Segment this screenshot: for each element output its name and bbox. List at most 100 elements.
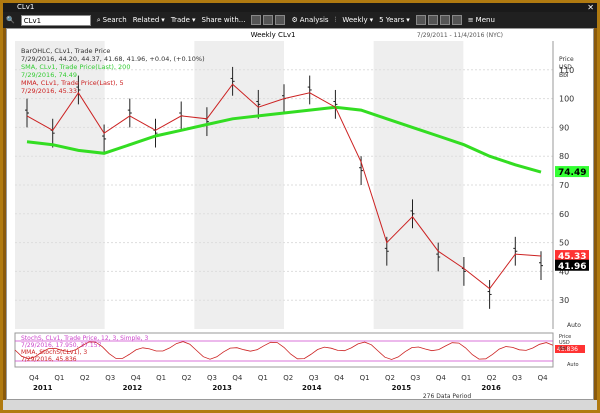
trade-button[interactable]: Trade ▾	[168, 16, 199, 24]
mma-line	[26, 83, 542, 290]
legend-entry: MMA, CLv1, Trade Price(Last), 5	[21, 79, 124, 87]
chevron-down-icon: ▾	[369, 16, 374, 24]
trade-label: Trade	[170, 16, 190, 24]
date-range: 7/29/2011 - 11/4/2016 (NYC)	[417, 32, 503, 39]
x-year-label: 2016	[481, 384, 501, 392]
stoch-legend-entry: 7/29/2016, 17.950, 37.157	[21, 342, 102, 349]
range-select[interactable]: 5 Years ▾	[376, 16, 413, 24]
x-year-label: 2013	[212, 384, 232, 392]
menu-label: Menu	[475, 16, 495, 24]
share-label: Share with...	[201, 16, 246, 24]
x-quarter-label: Q4	[334, 374, 345, 382]
interval-select[interactable]: Weekly ▾	[339, 16, 376, 24]
stoch-header: Bbl	[559, 346, 567, 352]
x-quarter-label: Q2	[385, 374, 395, 382]
x-quarter-label: Q4	[131, 374, 142, 382]
chevron-down-icon: ▾	[161, 16, 165, 24]
x-year-label: 2011	[33, 384, 53, 392]
search-icon: ⌕	[96, 15, 101, 24]
stoch-tag	[555, 345, 585, 353]
refresh-icon[interactable]	[263, 15, 274, 25]
price-tag-label: 45.33	[558, 252, 586, 262]
share-button[interactable]: Share with...	[199, 16, 249, 24]
x-quarter-label: Q4	[538, 374, 549, 382]
sma-line	[26, 105, 542, 174]
x-quarter-label: Q2	[182, 374, 192, 382]
chevron-down-icon: ▾	[406, 16, 410, 24]
symbol-wrap: CLv1	[18, 14, 94, 26]
related-label: Related	[132, 16, 160, 24]
search-button[interactable]: ⌕ Search	[94, 16, 130, 25]
y-tick-label: 70	[559, 181, 569, 190]
stoch-header: Price	[559, 334, 571, 340]
price-tag	[555, 166, 589, 178]
y-tick-label: 60	[559, 210, 569, 219]
chart-type-button[interactable]: ⫶	[332, 16, 340, 25]
chart-area: Weekly CLv1 7/29/2011 - 11/4/2016 (NYC) …	[6, 28, 594, 400]
search-label: Search	[102, 16, 127, 24]
x-year-label: 2012	[123, 384, 143, 392]
price-tag	[555, 259, 589, 271]
legend-entry: 7/29/2016, 45.33	[21, 87, 77, 95]
chevron-down-icon: ▾	[191, 16, 196, 24]
y-tick-label: 30	[559, 296, 569, 305]
stoch-auto-label[interactable]: Auto	[567, 362, 579, 368]
x-quarter-label: Q1	[461, 374, 471, 382]
price-header: Bbl	[559, 72, 569, 79]
legend-entry: SMA, CLv1, Trade Price(Last), 200	[21, 63, 130, 71]
menu-icon: ≡	[467, 16, 474, 24]
interval-value: Weekly	[342, 16, 368, 24]
copy-icon[interactable]	[275, 15, 286, 25]
data-period-label: 276 Data Period	[423, 393, 471, 399]
y-tick-label: 110	[559, 66, 574, 75]
range-value: 5 Years	[379, 16, 405, 24]
menu-button[interactable]: ≡ Menu	[465, 16, 498, 24]
x-quarter-label: Q2	[80, 374, 90, 382]
analysis-button[interactable]: ⚙ Analysis	[288, 16, 331, 24]
x-year-label: 2014	[302, 384, 322, 392]
legend-entry: 7/29/2016, 44.20, 44.37, 41.68, 41.96, +…	[21, 55, 205, 63]
window-title: CLv1	[17, 3, 35, 11]
x-quarter-label: Q1	[54, 374, 64, 382]
toolbar-icons	[248, 15, 288, 25]
chart-title: Weekly CLv1	[251, 31, 296, 39]
template-icon[interactable]	[427, 15, 438, 25]
title-bar: CLv1 ✕	[3, 3, 597, 12]
y-tick-label: 100	[559, 95, 574, 104]
stoch-legend-entry: MMA, StochS(CLv1), 3	[21, 349, 87, 356]
auto-scale-label[interactable]: Auto	[567, 322, 581, 329]
stoch-header: USD	[559, 340, 570, 346]
link-icon[interactable]	[451, 15, 462, 25]
close-icon[interactable]: ✕	[587, 3, 594, 12]
x-quarter-label: Q3	[105, 374, 115, 382]
print-icon[interactable]	[251, 15, 262, 25]
settings-icon[interactable]	[439, 15, 450, 25]
price-tag-label: 74.49	[558, 168, 586, 178]
related-button[interactable]: Related ▾	[130, 16, 168, 24]
price-chart[interactable]: Weekly CLv1 7/29/2011 - 11/4/2016 (NYC) …	[7, 29, 593, 400]
y-tick-label: 50	[559, 239, 569, 248]
stoch-tag-label: 45.836	[557, 346, 578, 353]
x-quarter-label: Q1	[360, 374, 370, 382]
toolbar: 🔍 CLv1 ⌕ Search Related ▾ Trade ▾ Share …	[3, 12, 597, 28]
search-icon[interactable]: 🔍	[6, 16, 15, 24]
draw-icon[interactable]	[415, 15, 426, 25]
y-tick-label: 80	[559, 152, 569, 161]
x-quarter-label: Q3	[309, 374, 319, 382]
x-quarter-label: Q4	[436, 374, 447, 382]
toolbar-right-icons	[413, 15, 465, 25]
x-quarter-label: Q3	[512, 374, 522, 382]
x-quarter-label: Q3	[410, 374, 420, 382]
stoch-line	[14, 341, 554, 360]
x-quarter-label: Q1	[258, 374, 268, 382]
stoch-legend-entry: 7/29/2016, 45.836	[21, 356, 77, 363]
symbol-input[interactable]: CLv1	[20, 14, 91, 26]
price-header: USD	[559, 64, 572, 71]
stoch-legend-entry: StochS, CLv1, Trade Price, 12, 3, Simple…	[21, 335, 148, 342]
y-tick-label: 90	[559, 123, 569, 132]
x-year-label: 2015	[392, 384, 412, 392]
analysis-icon: ⚙	[291, 16, 298, 24]
x-quarter-label: Q3	[207, 374, 217, 382]
analysis-label: Analysis	[299, 16, 329, 24]
legend-entry: 7/29/2016, 74.49	[21, 71, 77, 79]
